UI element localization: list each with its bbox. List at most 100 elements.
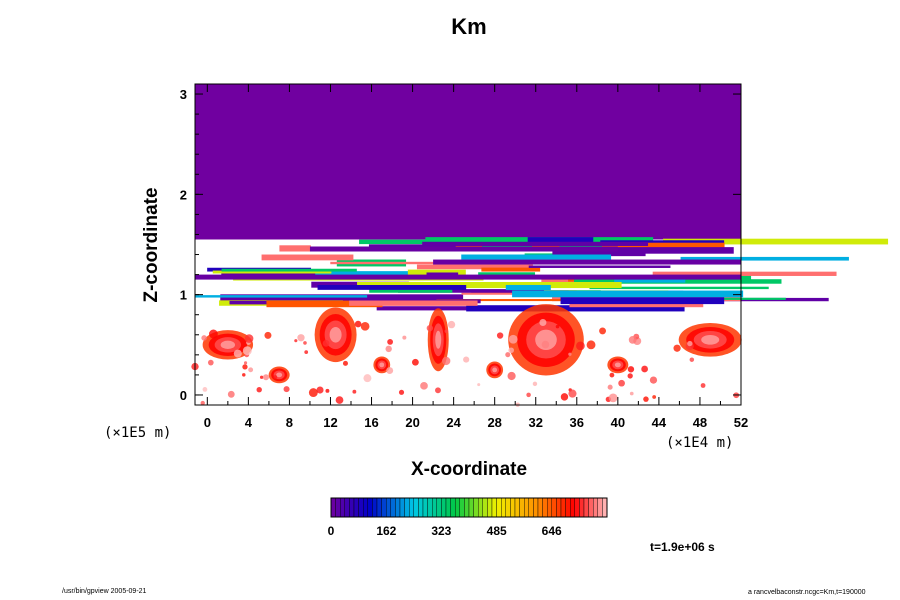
eddy-speck bbox=[242, 346, 252, 356]
colorbar-swatch bbox=[478, 497, 484, 518]
colorbar-swatch bbox=[537, 497, 543, 518]
eddy-contour bbox=[329, 326, 342, 343]
band-streak bbox=[229, 300, 303, 305]
band-streak bbox=[330, 261, 443, 265]
colorbar-swatch bbox=[514, 497, 520, 518]
eddy-speck bbox=[628, 336, 637, 344]
colorbar-tick-label: 162 bbox=[376, 524, 396, 538]
eddy-contour bbox=[435, 330, 442, 349]
band-streak bbox=[195, 274, 741, 280]
band-streak bbox=[663, 238, 889, 245]
eddy-speck bbox=[442, 356, 451, 366]
band-streak bbox=[527, 237, 594, 243]
colorbar-swatch bbox=[353, 497, 359, 518]
colorbar-swatch bbox=[510, 497, 516, 518]
colorbar-swatch bbox=[455, 497, 461, 518]
eddy-contour bbox=[220, 340, 236, 350]
colorbar-swatch bbox=[450, 497, 456, 518]
eddy-speck bbox=[618, 379, 625, 387]
eddy-speck bbox=[687, 340, 693, 347]
band-streak bbox=[195, 295, 368, 298]
colorbar-swatch bbox=[560, 497, 566, 518]
time-label: t=1.9e+06 s bbox=[650, 540, 715, 554]
eddy-speck bbox=[435, 387, 441, 394]
colorbar-swatch bbox=[473, 497, 479, 518]
eddy-speck bbox=[242, 373, 246, 377]
x-tick-label: 28 bbox=[487, 415, 501, 430]
eddy-speck bbox=[641, 365, 648, 373]
colorbar-tick-label: 0 bbox=[328, 524, 335, 538]
x-tick-label: 32 bbox=[529, 415, 543, 430]
y-tick-label: 2 bbox=[180, 187, 187, 202]
colorbar-swatch bbox=[588, 497, 594, 518]
eddy-speck bbox=[256, 387, 262, 393]
eddy-speck bbox=[629, 391, 634, 396]
colorbar-swatch bbox=[399, 497, 405, 518]
colorbar-swatch bbox=[533, 497, 539, 518]
band-streak bbox=[574, 247, 734, 254]
eddy-speck bbox=[643, 396, 649, 402]
colorbar-swatch bbox=[422, 497, 428, 518]
eddy-speck bbox=[200, 400, 205, 406]
eddy-speck bbox=[627, 373, 633, 379]
colorbar-swatch bbox=[427, 497, 433, 518]
colorbar-swatch bbox=[436, 497, 442, 518]
colorbar-swatch bbox=[390, 497, 396, 518]
colorbar-swatch bbox=[409, 497, 415, 518]
eddy-speck bbox=[335, 396, 344, 404]
eddy-speck bbox=[541, 340, 550, 349]
eddy-contour bbox=[701, 334, 720, 345]
band-streak bbox=[569, 302, 704, 308]
eddy-speck bbox=[555, 324, 560, 329]
colorbar-swatch bbox=[593, 497, 599, 518]
heatmap-field bbox=[191, 84, 889, 407]
eddy-speck bbox=[398, 389, 405, 395]
eddy-speck bbox=[607, 384, 613, 390]
eddy-speck bbox=[447, 320, 456, 329]
eddy-speck bbox=[244, 334, 254, 343]
x-tick-label: 48 bbox=[693, 415, 707, 430]
eddy-speck bbox=[673, 344, 681, 352]
band-streak bbox=[436, 299, 561, 302]
band-streak bbox=[212, 270, 332, 274]
eddy-speck bbox=[508, 334, 518, 344]
band-streak bbox=[481, 267, 541, 272]
eddy-speck bbox=[208, 329, 218, 339]
band-streak bbox=[369, 287, 453, 293]
colorbar-swatch bbox=[583, 497, 589, 518]
colorbar-swatch bbox=[335, 497, 341, 518]
eddy-speck bbox=[560, 393, 569, 401]
x-tick-label: 8 bbox=[286, 415, 293, 430]
colorbar-swatch bbox=[367, 497, 373, 518]
colorbar-swatch bbox=[505, 497, 511, 518]
x-tick-label: 52 bbox=[734, 415, 748, 430]
eddy-speck bbox=[248, 367, 254, 373]
colorbar-swatch bbox=[376, 497, 382, 518]
eddy-speck bbox=[308, 388, 318, 397]
eddy-speck bbox=[539, 318, 547, 327]
colorbar-swatch bbox=[570, 497, 576, 518]
band-streak bbox=[461, 254, 612, 260]
colorbar: 0 162 323 485 646 bbox=[328, 497, 608, 538]
colorbar-tick-label: 323 bbox=[431, 524, 451, 538]
colorbar-swatch bbox=[565, 497, 571, 518]
colorbar-swatch bbox=[459, 497, 465, 518]
colorbar-swatch bbox=[491, 497, 497, 518]
eddy-speck bbox=[652, 395, 657, 399]
y-axis-label: Z-coordinate bbox=[141, 187, 162, 303]
eddy-speck bbox=[565, 343, 569, 347]
eddy-contour bbox=[614, 362, 621, 368]
colorbar-swatch bbox=[404, 497, 410, 518]
colorbar-swatch bbox=[501, 497, 507, 518]
colorbar-swatch bbox=[551, 497, 557, 518]
eddy-speck bbox=[608, 393, 618, 403]
eddy-speck bbox=[242, 364, 248, 370]
eddy-speck bbox=[233, 349, 242, 358]
footer-command: /usr/bin/gpview 2005-09-21 bbox=[62, 588, 147, 595]
band-streak bbox=[376, 306, 540, 311]
eddy-speck bbox=[627, 366, 635, 373]
eddy-speck bbox=[689, 357, 695, 362]
colorbar-swatch bbox=[464, 497, 470, 518]
